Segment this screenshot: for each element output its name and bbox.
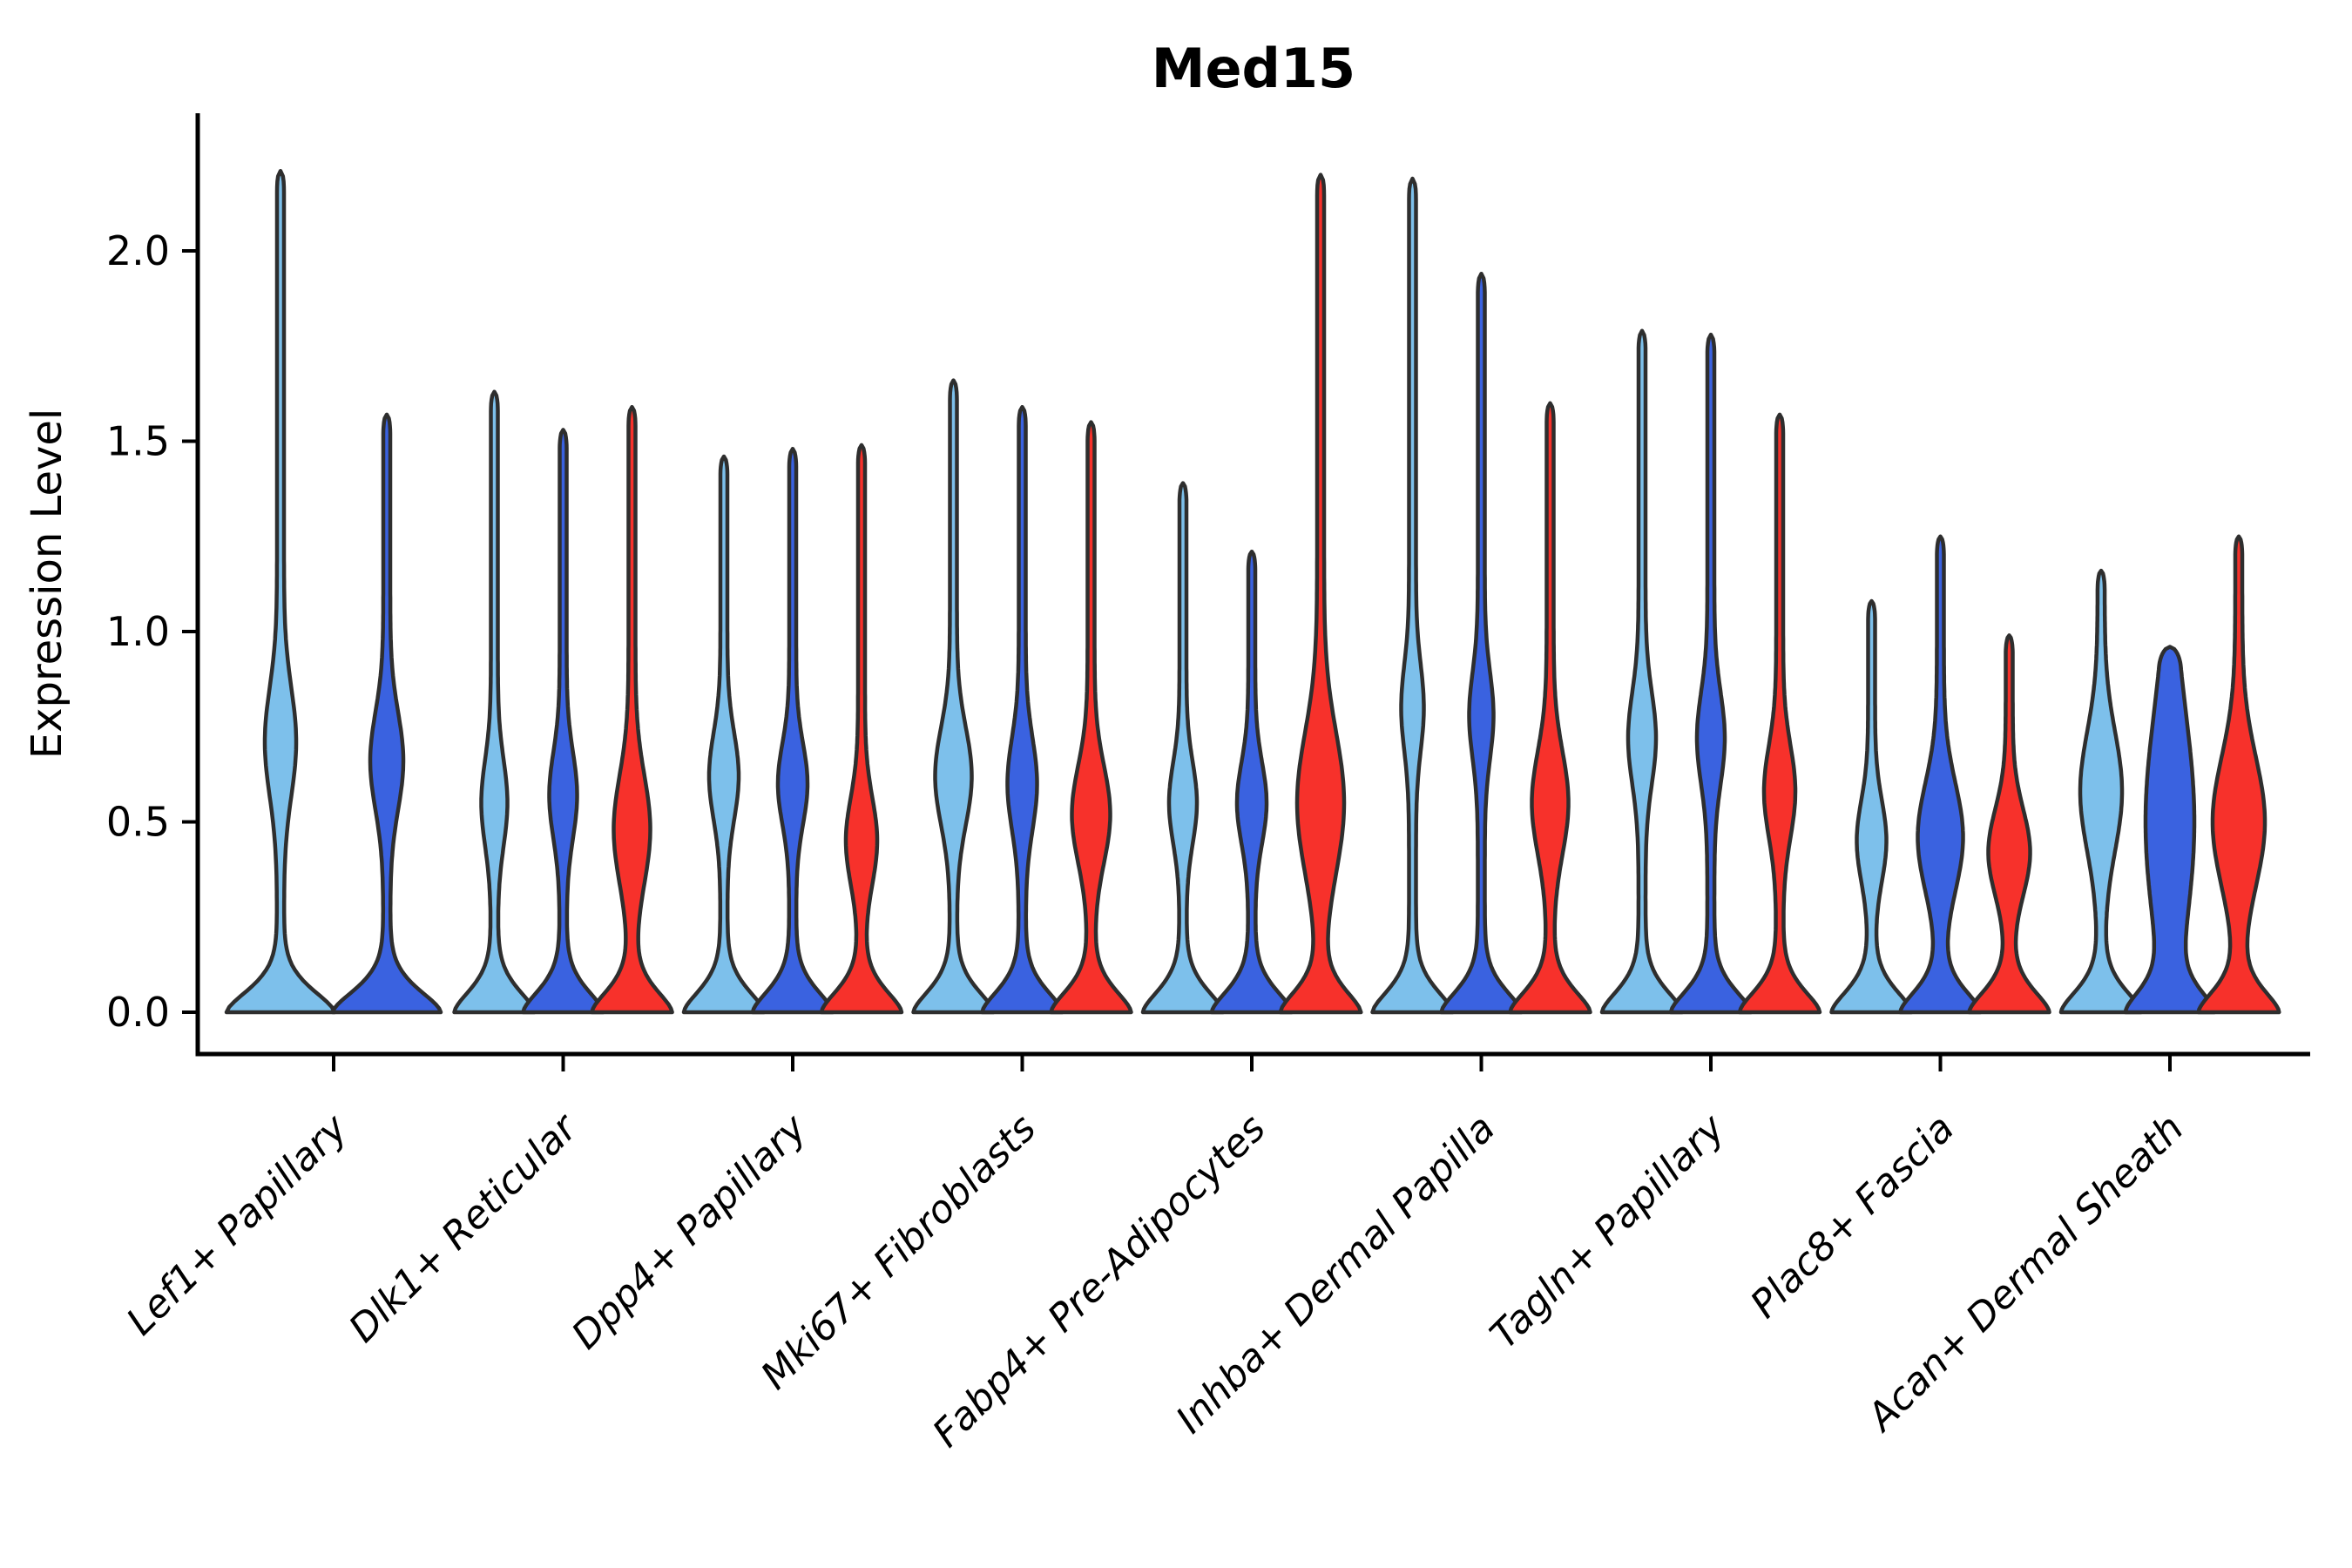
y-tick-label: 2.0 <box>106 227 170 274</box>
violin-cat6-series0 <box>1599 328 1685 1015</box>
violin-cat8-series0 <box>2058 568 2144 1015</box>
violin-cat3-series0 <box>911 378 996 1015</box>
violin-cat1-series0 <box>452 389 537 1015</box>
violin-cat2-series0 <box>681 454 767 1015</box>
violin-cat4-series0 <box>1140 481 1226 1015</box>
violin-cat0-series0 <box>224 168 337 1015</box>
y-tick-label: 0.0 <box>106 989 170 1036</box>
violins <box>224 168 2281 1015</box>
violin-cat7-series0 <box>1829 598 1914 1015</box>
violin-cat1-series1 <box>521 428 605 1015</box>
violin-cat1-series2 <box>590 404 674 1015</box>
y-tick-label: 1.5 <box>106 418 170 465</box>
violin-cat4-series2 <box>1278 172 1363 1015</box>
axes <box>182 113 2310 1071</box>
x-category-label: Plac8+ Fascia <box>1742 1106 1963 1327</box>
violin-cat5-series0 <box>1370 176 1455 1015</box>
x-category-label: Tagln+ Papillary <box>1482 1105 1734 1357</box>
violin-cat0-series1 <box>330 412 443 1015</box>
violin-cat5-series2 <box>1508 401 1592 1015</box>
violin-cat8-series1 <box>2123 645 2217 1015</box>
violin-cat8-series2 <box>2196 534 2281 1015</box>
violin-cat7-series2 <box>1967 633 2051 1015</box>
violin-cat6-series2 <box>1737 412 1822 1015</box>
y-tick-label: 0.5 <box>106 799 170 846</box>
violin-cat6-series1 <box>1668 332 1754 1015</box>
y-tick-label: 1.0 <box>106 608 170 655</box>
violin-cat2-series2 <box>819 443 904 1015</box>
violin-cat7-series1 <box>1898 534 1983 1015</box>
violin-cat2-series1 <box>750 446 835 1015</box>
violin-cat5-series1 <box>1439 271 1524 1015</box>
violin-cat3-series2 <box>1049 420 1133 1015</box>
violin-cat3-series1 <box>980 404 1064 1015</box>
y-axis-label: Expression Level <box>23 409 71 760</box>
chart-title: Med15 <box>1152 37 1355 100</box>
x-category-label: Dlk1+ Reticular <box>341 1105 587 1351</box>
x-category-label: Lef1+ Papillary <box>118 1105 357 1344</box>
x-category-label: Dpp4+ Papillary <box>564 1105 816 1358</box>
violin-cat4-series1 <box>1209 549 1294 1015</box>
